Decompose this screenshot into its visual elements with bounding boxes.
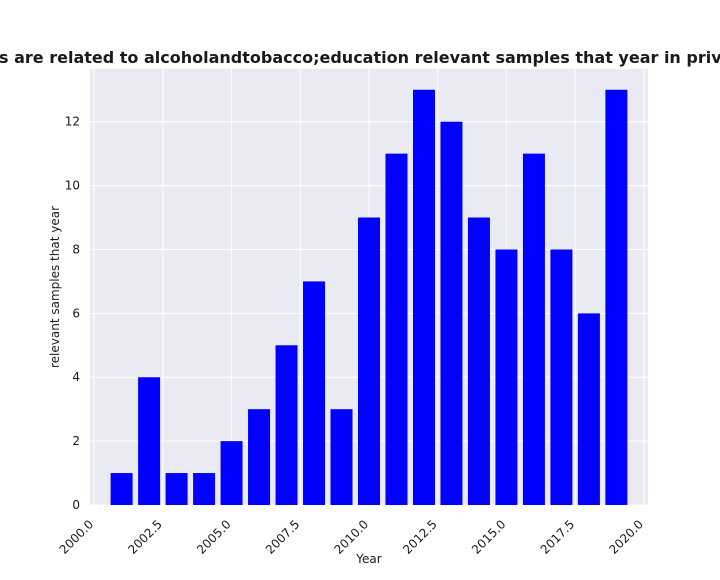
bar [220, 441, 243, 505]
x-tick-label: 2017.5 [538, 517, 578, 557]
y-tick-label: 8 [72, 242, 80, 256]
x-tick-label: 2020.0 [606, 517, 646, 557]
chart-title: Categories are related to alcoholandtoba… [0, 48, 720, 67]
bar [522, 153, 545, 505]
y-tick-label: 10 [65, 179, 80, 193]
y-tick-label: 2 [72, 434, 80, 448]
bar [248, 409, 271, 505]
y-tick-label: 12 [65, 115, 80, 129]
bar [412, 89, 435, 505]
bar [330, 409, 353, 505]
bar [138, 377, 161, 505]
x-tick-label: 2010.0 [332, 517, 372, 557]
x-tick-label: 2005.0 [194, 517, 234, 557]
y-tick-label: 4 [72, 370, 80, 384]
bar [440, 121, 463, 505]
bar [467, 217, 490, 505]
bar [110, 473, 133, 505]
x-tick-label: 2007.5 [263, 517, 303, 557]
bar [605, 89, 628, 505]
bar [193, 473, 216, 505]
y-tick-label: 6 [72, 306, 80, 320]
x-tick-label: 2000.0 [57, 517, 97, 557]
bar [577, 313, 600, 505]
x-tick-label: 2015.0 [469, 517, 509, 557]
x-tick-labels: 2000.0 2002.5 2005.0 2007.5 2010.0 2012.5 2015… [57, 517, 646, 557]
bar [165, 473, 188, 505]
bar [303, 281, 326, 505]
bars [110, 89, 628, 505]
bar [550, 249, 573, 505]
bar [495, 249, 518, 505]
bar [358, 217, 380, 505]
bar [275, 345, 298, 505]
x-tick-label: 2002.5 [125, 517, 165, 557]
y-tick-label: 0 [72, 498, 80, 512]
x-tick-label: 2012.5 [400, 517, 440, 557]
x-axis-label: Year [355, 552, 381, 566]
y-tick-labels: 0 2 4 6 8 10 12 [65, 115, 80, 512]
y-axis-label: relevant samples that year [48, 206, 62, 368]
bar [385, 153, 408, 505]
